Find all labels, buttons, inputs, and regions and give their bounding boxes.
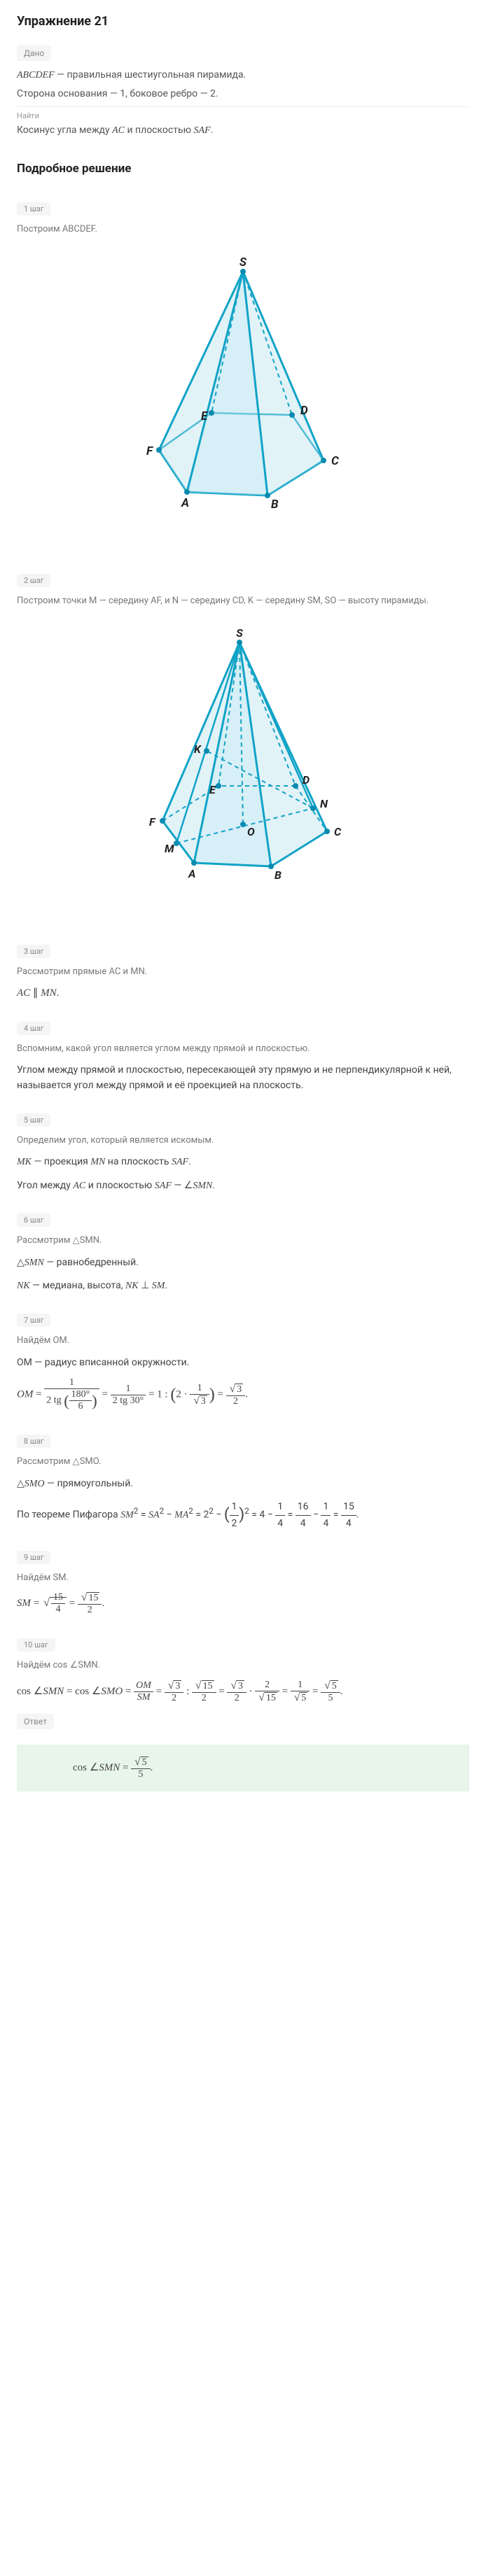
eq-10: cos ∠SMN = cos ∠SMO = OMSM = 32 : 152 = … [17, 1680, 469, 1704]
step-text-8: Рассмотрим △SMO. [17, 1455, 469, 1469]
step-text-1: Построим ABCDEF. [17, 223, 469, 237]
step-text-10: Найдём cos ∠SMN. [17, 1659, 469, 1673]
svg-text:A: A [181, 496, 189, 510]
eq-9: SM = 154 = 152. [17, 1591, 469, 1616]
svg-text:B: B [271, 498, 279, 512]
step-badge-3: 3 шаг [17, 945, 50, 958]
svg-text:S: S [239, 258, 247, 269]
step-text-3: Рассмотрим прямые AC и MN. [17, 965, 469, 979]
find-line: Косинус угла между AC и плоскостью SAF. [17, 125, 469, 136]
figure-2: S A B C D E F M N O K [17, 628, 469, 897]
svg-text:M: M [165, 842, 174, 855]
svg-text:N: N [320, 797, 328, 810]
step-text-7: Найдём OM. [17, 1334, 469, 1348]
svg-text:F: F [149, 815, 156, 829]
svg-text:S: S [236, 628, 243, 640]
svg-text:B: B [275, 868, 282, 882]
given-line-1: ABCDEF — правильная шестиугольная пирами… [17, 69, 469, 81]
step-text-9: Найдём SM. [17, 1571, 469, 1585]
step-badge-6: 6 шаг [17, 1213, 50, 1227]
svg-text:D: D [300, 404, 308, 418]
find-math-2: SAF [194, 125, 211, 136]
find-text-after: . [211, 125, 214, 136]
step-text-4a: Вспомним, какой угол является углом межд… [17, 1042, 469, 1056]
pyramid-svg-1: S A B C D E F [103, 258, 383, 523]
step-line-8a: △SMO — прямоугольный. [17, 1476, 469, 1492]
solution-title: Подробное решение [17, 162, 469, 176]
step-text-5: Определим угол, который является искомым… [17, 1134, 469, 1148]
step-line-6b: NK — медиана, высота, NK ⊥ SM. [17, 1278, 469, 1294]
step-badge-8: 8 шаг [17, 1435, 50, 1448]
step-line-5a: MK — проекция MN на плоскость SAF. [17, 1154, 469, 1170]
step-text-6: Рассмотрим △SMN. [17, 1234, 469, 1248]
step-line-5b: Угол между AC и плоскостью SAF — ∠SMN. [17, 1178, 469, 1194]
svg-text:A: A [188, 867, 195, 880]
answer-label: Ответ [17, 1714, 54, 1729]
step-badge-1: 1 шаг [17, 202, 50, 216]
step-badge-4: 4 шаг [17, 1022, 50, 1035]
step-badge-2: 2 шаг [17, 574, 50, 587]
given-label: Дано [17, 45, 51, 61]
find-math-1: AC [112, 125, 125, 136]
svg-text:C: C [334, 825, 342, 838]
pyramid-svg-2: S A B C D E F M N O K [103, 628, 383, 894]
figure-1: S A B C D E F [17, 258, 469, 526]
svg-text:E: E [209, 783, 216, 796]
svg-text:D: D [303, 773, 310, 787]
svg-text:O: O [247, 825, 255, 838]
eq-8: По теореме Пифагора SM2 = SA2 − MA2 = 22… [17, 1499, 469, 1531]
step-text-4b: Углом между прямой и плоскостью, пересек… [17, 1062, 469, 1094]
step-line-6a: △SMN — равнобедренный. [17, 1255, 469, 1271]
step-badge-9: 9 шаг [17, 1551, 50, 1564]
step-badge-7: 7 шаг [17, 1314, 50, 1327]
eq-7: OM = 12 tg 180°6 = 12 tg 30° = 1 : 2 · 1… [17, 1377, 469, 1412]
given-text-1: — правильная шестиугольная пирамида. [55, 69, 247, 80]
svg-text:C: C [331, 454, 339, 468]
eq-3: AC ∥ MN. [17, 986, 469, 999]
step-badge-10: 10 шаг [17, 1638, 55, 1652]
given-line-2: Сторона основания — 1, боковое ребро — 2… [17, 88, 469, 99]
svg-text:F: F [146, 444, 153, 458]
given-math-1: ABCDEF [17, 70, 55, 80]
find-text-mid: и плоскостью [125, 125, 194, 136]
find-text-before: Косинус угла между [17, 125, 112, 136]
step-desc-7: OM — радиус вписанной окружности. [17, 1355, 469, 1370]
answer-block: cos ∠SMN = 55. [17, 1745, 469, 1792]
page-title: Упражнение 21 [17, 14, 469, 29]
step-text-2: Построим точки M — середину AF, и N — се… [17, 594, 469, 608]
step-badge-5: 5 шаг [17, 1113, 50, 1127]
find-label: Найти [17, 106, 469, 120]
